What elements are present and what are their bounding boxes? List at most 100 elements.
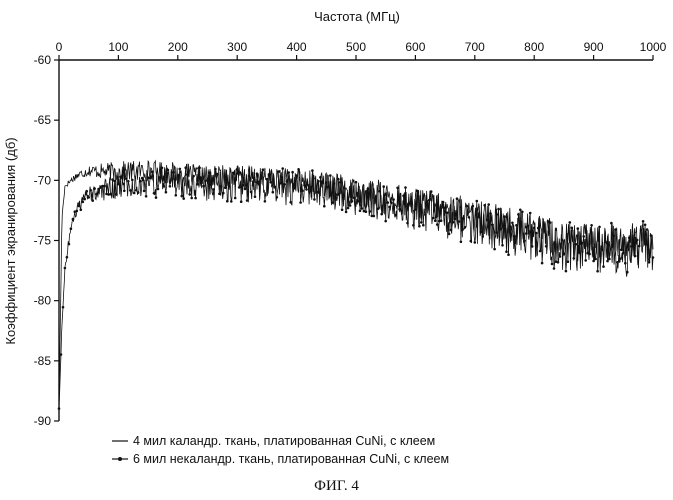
figure-caption: ФИГ. 4 bbox=[314, 478, 359, 494]
series-point bbox=[356, 200, 360, 203]
axes: 0 100 200 300 400 500 600 700 800 900 1000 -60 -65 -7… bbox=[34, 40, 667, 428]
series-point bbox=[243, 187, 247, 191]
series-point bbox=[263, 200, 267, 203]
series-point bbox=[536, 226, 540, 230]
legend: 4 мил каландр. ткань, платированная CuNi… bbox=[112, 434, 449, 466]
series-point bbox=[346, 206, 350, 210]
series-point bbox=[544, 245, 548, 248]
series-point bbox=[491, 223, 494, 227]
series-point bbox=[218, 192, 221, 196]
series-point bbox=[517, 213, 520, 216]
x-tick-label: 600 bbox=[405, 40, 425, 54]
series-point bbox=[606, 259, 609, 263]
x-tick-label: 300 bbox=[227, 40, 247, 54]
series-point bbox=[428, 198, 431, 202]
series-point bbox=[140, 176, 144, 180]
series-point bbox=[513, 235, 516, 238]
series-point bbox=[637, 244, 641, 248]
series-point bbox=[132, 191, 136, 195]
series-point bbox=[360, 207, 364, 210]
series-point bbox=[261, 168, 265, 171]
series-point bbox=[166, 168, 170, 172]
series-point bbox=[433, 219, 437, 222]
series-2 bbox=[57, 166, 655, 410]
series-point bbox=[441, 200, 445, 204]
series-point bbox=[105, 192, 108, 196]
series-point bbox=[449, 228, 453, 232]
series-point bbox=[287, 171, 291, 174]
series-point bbox=[158, 176, 162, 179]
x-tick-label: 0 bbox=[56, 40, 63, 54]
series-point bbox=[323, 204, 326, 208]
series-point bbox=[534, 231, 538, 235]
series-point bbox=[178, 167, 182, 171]
series-point bbox=[590, 224, 593, 227]
series-point bbox=[184, 166, 187, 169]
series-point bbox=[521, 210, 524, 214]
series-point bbox=[489, 212, 492, 215]
y-tick-label: -70 bbox=[34, 173, 52, 187]
series-point bbox=[426, 201, 429, 205]
series-point bbox=[362, 209, 366, 213]
series-point bbox=[265, 177, 269, 181]
series-point bbox=[150, 170, 154, 173]
series-point bbox=[332, 182, 336, 185]
series-point bbox=[63, 266, 67, 270]
series-point bbox=[285, 180, 289, 183]
series-point bbox=[572, 257, 576, 260]
series-point bbox=[101, 184, 104, 188]
series-point bbox=[629, 245, 633, 248]
series-point bbox=[649, 234, 653, 237]
series-point bbox=[350, 200, 354, 203]
series-point bbox=[641, 220, 645, 223]
series-point bbox=[156, 187, 160, 191]
series-point bbox=[483, 204, 487, 207]
series-point bbox=[251, 184, 255, 187]
series-point bbox=[315, 190, 318, 194]
series-point bbox=[97, 187, 100, 191]
series-point bbox=[388, 205, 392, 209]
series-point bbox=[402, 194, 405, 198]
series-point bbox=[313, 198, 316, 201]
series-point bbox=[121, 174, 124, 177]
series-point bbox=[136, 191, 140, 194]
series-point bbox=[477, 215, 481, 219]
series-point bbox=[645, 228, 649, 231]
series-point bbox=[410, 201, 413, 204]
series-point bbox=[164, 190, 168, 194]
series-point bbox=[608, 257, 611, 261]
series-point bbox=[562, 253, 566, 256]
series-point bbox=[305, 188, 308, 191]
series-point bbox=[129, 189, 132, 192]
series-point bbox=[463, 226, 467, 229]
series-point bbox=[515, 224, 518, 227]
series-point bbox=[206, 177, 209, 181]
x-tick-label: 700 bbox=[465, 40, 485, 54]
series-point bbox=[138, 179, 142, 183]
x-tick-label: 100 bbox=[108, 40, 128, 54]
series-point bbox=[435, 223, 439, 226]
series-point bbox=[170, 171, 174, 174]
series-point bbox=[364, 210, 368, 213]
series-point bbox=[467, 216, 471, 219]
series-point bbox=[220, 185, 223, 188]
series-point bbox=[566, 260, 570, 264]
series-point bbox=[378, 189, 382, 193]
series-point bbox=[160, 166, 164, 170]
series-point bbox=[119, 175, 122, 179]
series-point bbox=[307, 184, 310, 187]
series-point bbox=[247, 174, 251, 178]
series-point bbox=[224, 186, 227, 189]
series-point bbox=[210, 183, 213, 186]
series-point bbox=[327, 185, 330, 189]
series-point bbox=[471, 204, 475, 208]
series-point bbox=[334, 193, 338, 196]
series-point bbox=[578, 241, 581, 245]
series-point bbox=[507, 253, 510, 256]
series-point bbox=[400, 209, 403, 213]
series-point bbox=[633, 254, 637, 258]
series-point bbox=[372, 214, 376, 218]
series-point bbox=[115, 193, 118, 196]
series-point bbox=[580, 241, 583, 245]
series-point bbox=[620, 248, 623, 252]
